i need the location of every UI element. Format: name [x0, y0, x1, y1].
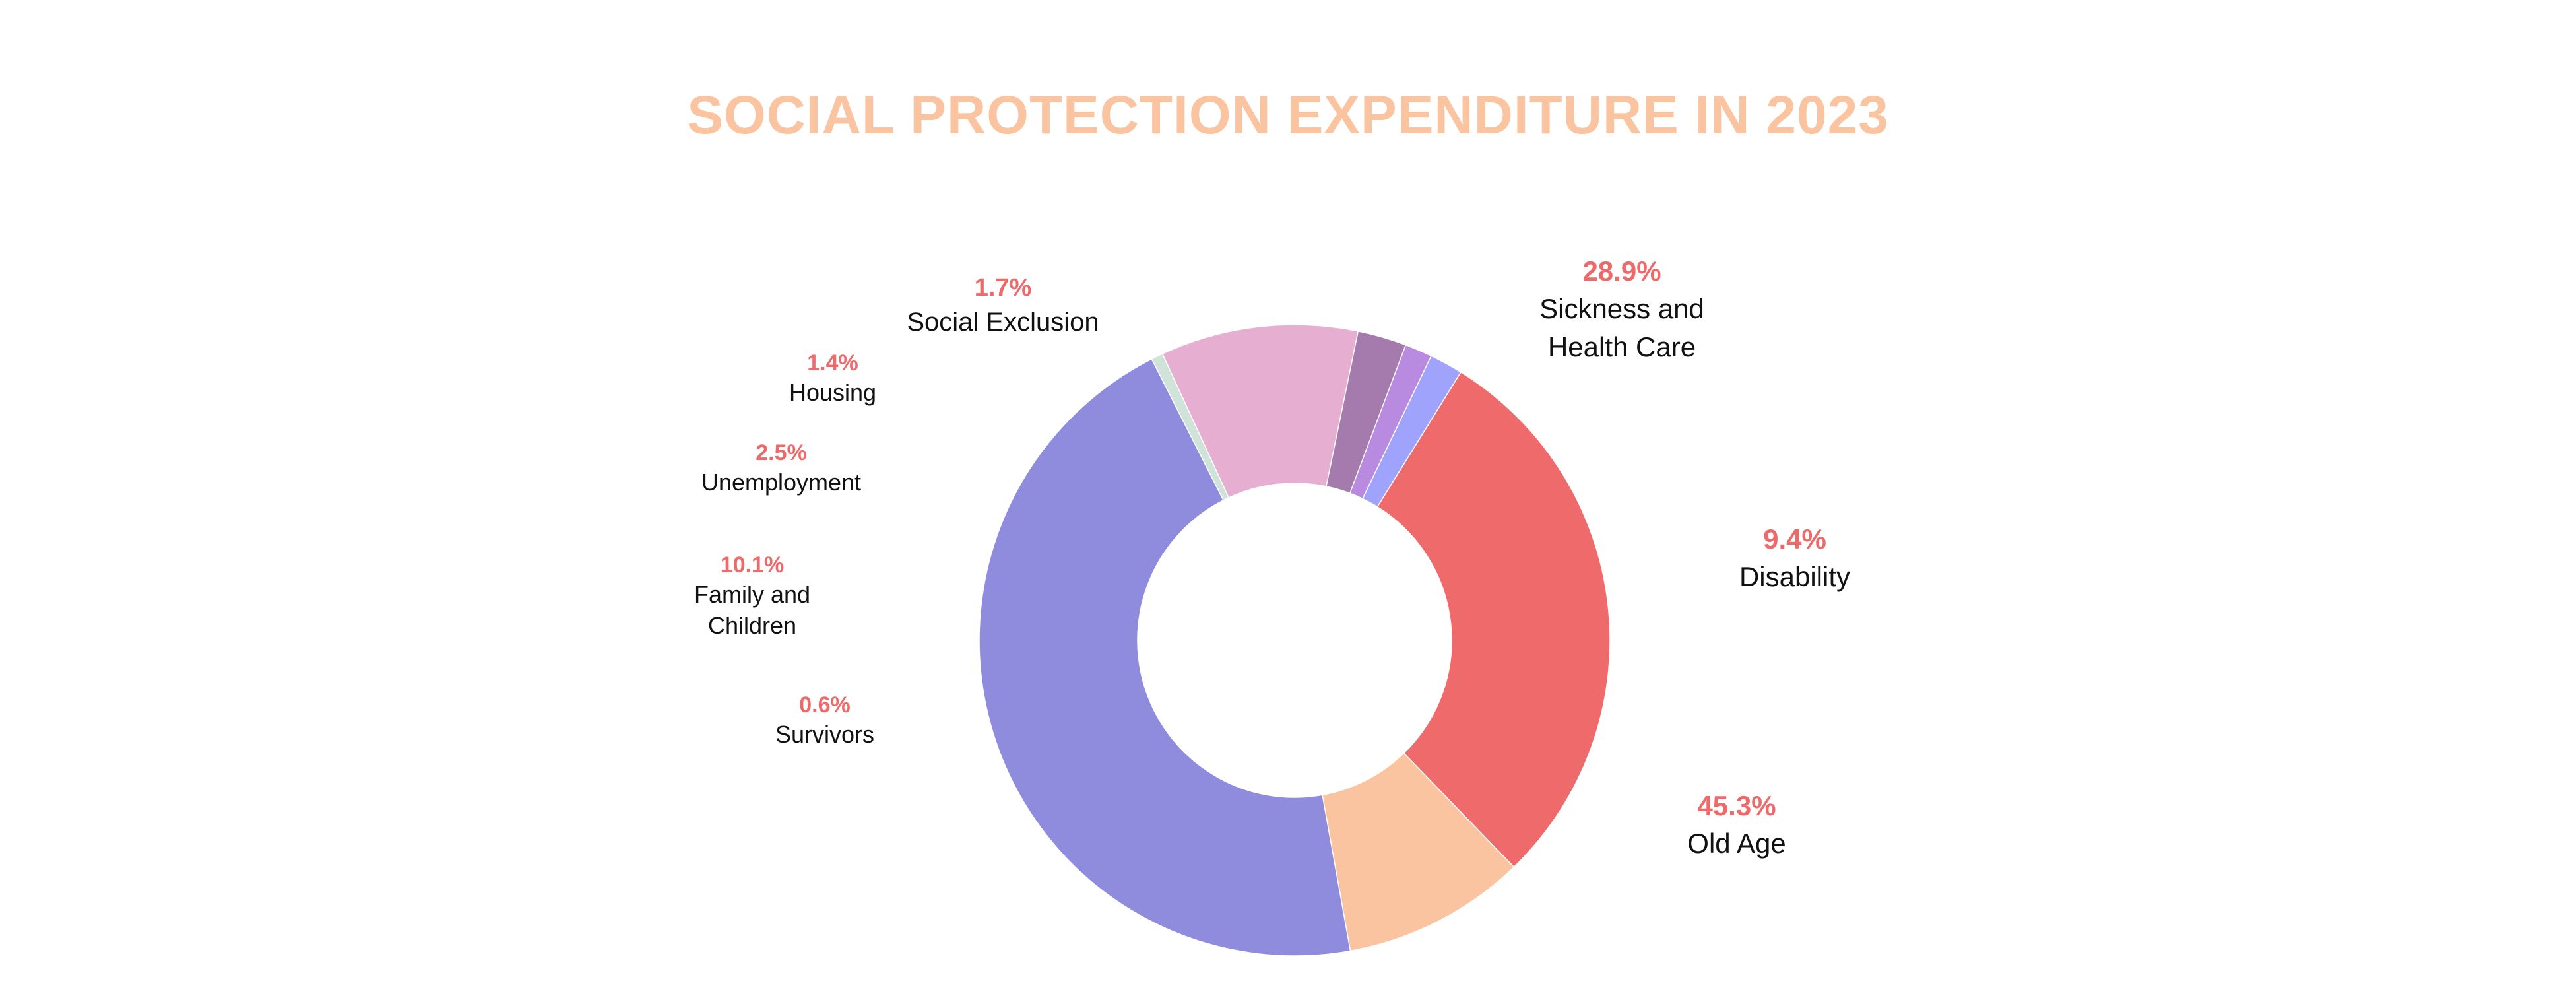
slice-label-family: 10.1% Family and Children [694, 551, 810, 642]
slice-name-family-line2: Children [707, 611, 797, 639]
slice-name-housing: Housing [789, 379, 877, 407]
slice-label-housing: 1.4% Housing [789, 349, 876, 409]
slice-value-disability: 9.4% [1763, 523, 1826, 554]
slice-name-survivors: Survivors [775, 721, 875, 749]
slice-value-unemployment: 2.5% [756, 440, 807, 465]
slice-name-disability: Disability [1739, 560, 1851, 592]
donut-slice-sickness-and-health-care [1376, 371, 1611, 868]
slice-value-sickness: 28.9% [1582, 255, 1661, 286]
slice-label-sickness: 28.9% Sickness and Health Care [1539, 253, 1704, 366]
slice-label-old-age: 45.3% Old Age [1687, 788, 1786, 863]
slice-name-sickness-line2: Health Care [1547, 331, 1696, 362]
donut-slice-social-exclusion [1362, 355, 1462, 508]
slice-name-social-exclusion: Social Exclusion [907, 308, 1099, 337]
slice-value-old-age: 45.3% [1697, 790, 1776, 821]
chart-title: SOCIAL PROTECTION EXPENDITURE IN 2023 [687, 85, 1889, 145]
slice-value-social-exclusion: 1.7% [974, 274, 1032, 302]
slice-label-unemployment: 2.5% Unemployment [701, 438, 861, 498]
slice-value-housing: 1.4% [807, 351, 858, 376]
slice-label-survivors: 0.6% Survivors [775, 690, 874, 751]
donut-slice-disability [1322, 752, 1515, 952]
donut-slice-old-age [979, 358, 1351, 956]
slice-name-sickness-line1: Sickness and [1539, 292, 1704, 324]
donut-slice-family-and-children [1161, 324, 1359, 498]
slice-value-family: 10.1% [720, 553, 785, 578]
slice-name-unemployment: Unemployment [701, 469, 862, 496]
slice-name-old-age: Old Age [1687, 827, 1786, 859]
slice-label-disability: 9.4% Disability [1739, 521, 1850, 596]
slice-name-family-line1: Family and [693, 581, 811, 609]
slice-label-social-exclusion: 1.7% Social Exclusion [907, 272, 1099, 341]
slice-value-survivors: 0.6% [799, 692, 851, 718]
